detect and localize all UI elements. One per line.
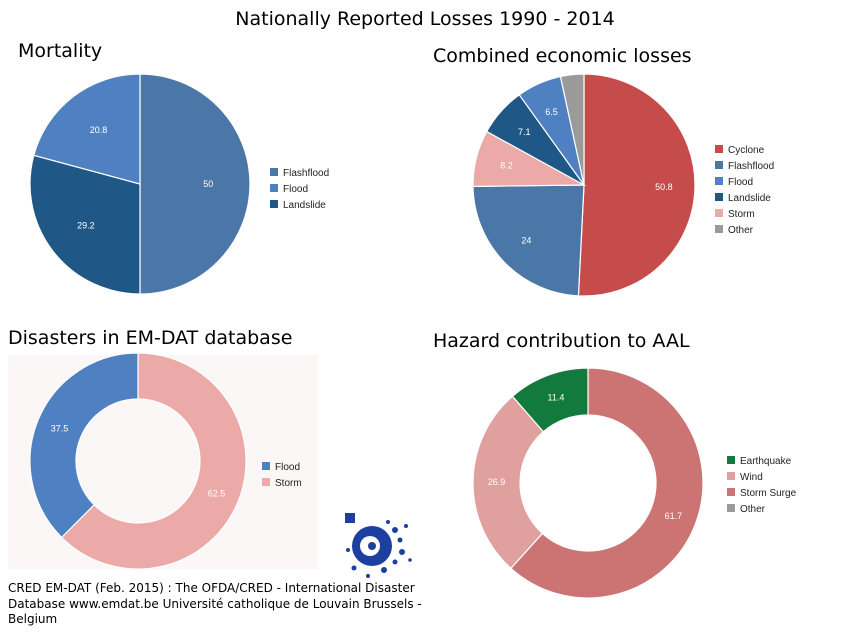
data-label-storm-surge: 61.7 <box>665 511 683 521</box>
legend-label-other: Other <box>728 225 754 236</box>
data-label-landslide: 7.1 <box>518 127 531 137</box>
legend-label-flood: Flood <box>728 177 753 188</box>
legend-label-flashflood: Flashflood <box>728 161 774 172</box>
mortality-pie-chart: 50 29.2 20.8 Flashflood Flood Landslide <box>29 73 329 295</box>
hazard-donut-chart: 61.7 26.9 11.4 Earthquake Wind Storm Surge Oth… <box>472 367 797 599</box>
disasters-donut-chart: 62.5 37.5 Flood Storm <box>29 352 302 570</box>
data-label-wind: 26.9 <box>488 477 506 487</box>
disasters-title: Disasters in EM-DAT database <box>8 327 293 349</box>
legend-swatch-other <box>727 504 735 512</box>
data-label-storm: 62.5 <box>208 489 226 499</box>
data-label-flashflood: 50 <box>203 179 213 189</box>
legend-swatch-flood <box>262 462 270 470</box>
slice-cyclone <box>577 73 696 297</box>
legend-item-flood: Flood <box>715 177 753 188</box>
legend-swatch-earthquake <box>727 456 735 464</box>
legend-label-wind: Wind <box>740 472 763 483</box>
legend-item-storm-surge: Storm Surge <box>727 488 797 499</box>
legend-swatch-wind <box>727 472 735 480</box>
legend-label-storm: Storm <box>728 209 755 220</box>
legend-label-flood: Flood <box>283 184 308 195</box>
legend-item-landslide: Landslide <box>270 200 326 211</box>
slice-other <box>559 73 585 186</box>
source-citation: CRED EM-DAT (Feb. 2015) : The OFDA/CRED … <box>8 581 422 626</box>
data-label-flood: 37.5 <box>51 423 69 433</box>
economic-pie-chart: 50.8 24 8.2 7.1 6.5 Cyclone Flashflood Flood Lan… <box>472 73 774 297</box>
legend-label-storm: Storm <box>275 478 302 489</box>
slice-storm <box>60 352 247 570</box>
legend-item-other: Other <box>727 504 766 515</box>
slice-storm-surge <box>510 367 704 599</box>
legend-label-other: Other <box>740 504 766 515</box>
data-label-cyclone: 50.8 <box>655 182 673 192</box>
data-label-earthquake: 11.4 <box>547 392 564 402</box>
legend-label-storm-surge: Storm Surge <box>740 488 797 499</box>
legend-item-wind: Wind <box>727 472 763 483</box>
economic-title: Combined economic losses <box>433 45 692 67</box>
main-title: Nationally Reported Losses 1990 - 2014 <box>235 8 615 30</box>
legend-label-flashflood: Flashflood <box>283 168 329 179</box>
data-label-storm: 8.2 <box>500 161 513 171</box>
legend-label-cyclone: Cyclone <box>728 145 765 156</box>
slice-flashflood <box>472 184 585 297</box>
legend-item-landslide: Landslide <box>715 193 771 204</box>
legend-swatch-flashflood <box>270 168 278 176</box>
legend-label-flood: Flood <box>275 462 300 473</box>
legend-item-flood: Flood <box>262 462 300 473</box>
legend-item-flashflood: Flashflood <box>715 161 774 172</box>
legend-label-earthquake: Earthquake <box>740 456 792 467</box>
mortality-title: Mortality <box>18 40 103 62</box>
legend-swatch-cyclone <box>715 145 723 153</box>
legend-swatch-flood <box>715 177 723 185</box>
legend-swatch-other <box>715 225 723 233</box>
slice-flood <box>33 73 141 185</box>
data-label-flashflood: 24 <box>521 235 531 245</box>
legend-item-storm: Storm <box>715 209 755 220</box>
legend-item-other: Other <box>715 225 754 236</box>
slice-flood <box>29 352 139 539</box>
legend-swatch-flashflood <box>715 161 723 169</box>
slice-wind <box>472 395 545 570</box>
legend-item-storm: Storm <box>262 478 302 489</box>
data-label-flood: 20.8 <box>90 125 108 135</box>
legend-swatch-storm <box>715 209 723 217</box>
cred-logo-icon <box>345 513 412 578</box>
slice-landslide <box>29 154 141 295</box>
data-label-landslide: 29.2 <box>77 220 95 230</box>
legend-label-landslide: Landslide <box>283 200 326 211</box>
slice-earthquake <box>511 367 589 433</box>
legend-swatch-storm-surge <box>727 488 735 496</box>
legend-item-cyclone: Cyclone <box>715 145 765 156</box>
legend-swatch-flood <box>270 184 278 192</box>
legend-swatch-landslide <box>715 193 723 201</box>
legend-label-landslide: Landslide <box>728 193 771 204</box>
legend-item-flood: Flood <box>270 184 308 195</box>
legend-swatch-storm <box>262 478 270 486</box>
data-label-flood: 6.5 <box>545 107 558 117</box>
hazard-title: Hazard contribution to AAL <box>433 330 690 352</box>
legend-item-earthquake: Earthquake <box>727 456 792 467</box>
legend-swatch-landslide <box>270 200 278 208</box>
legend-item-flashflood: Flashflood <box>270 168 329 179</box>
slice-flashflood <box>139 73 251 295</box>
